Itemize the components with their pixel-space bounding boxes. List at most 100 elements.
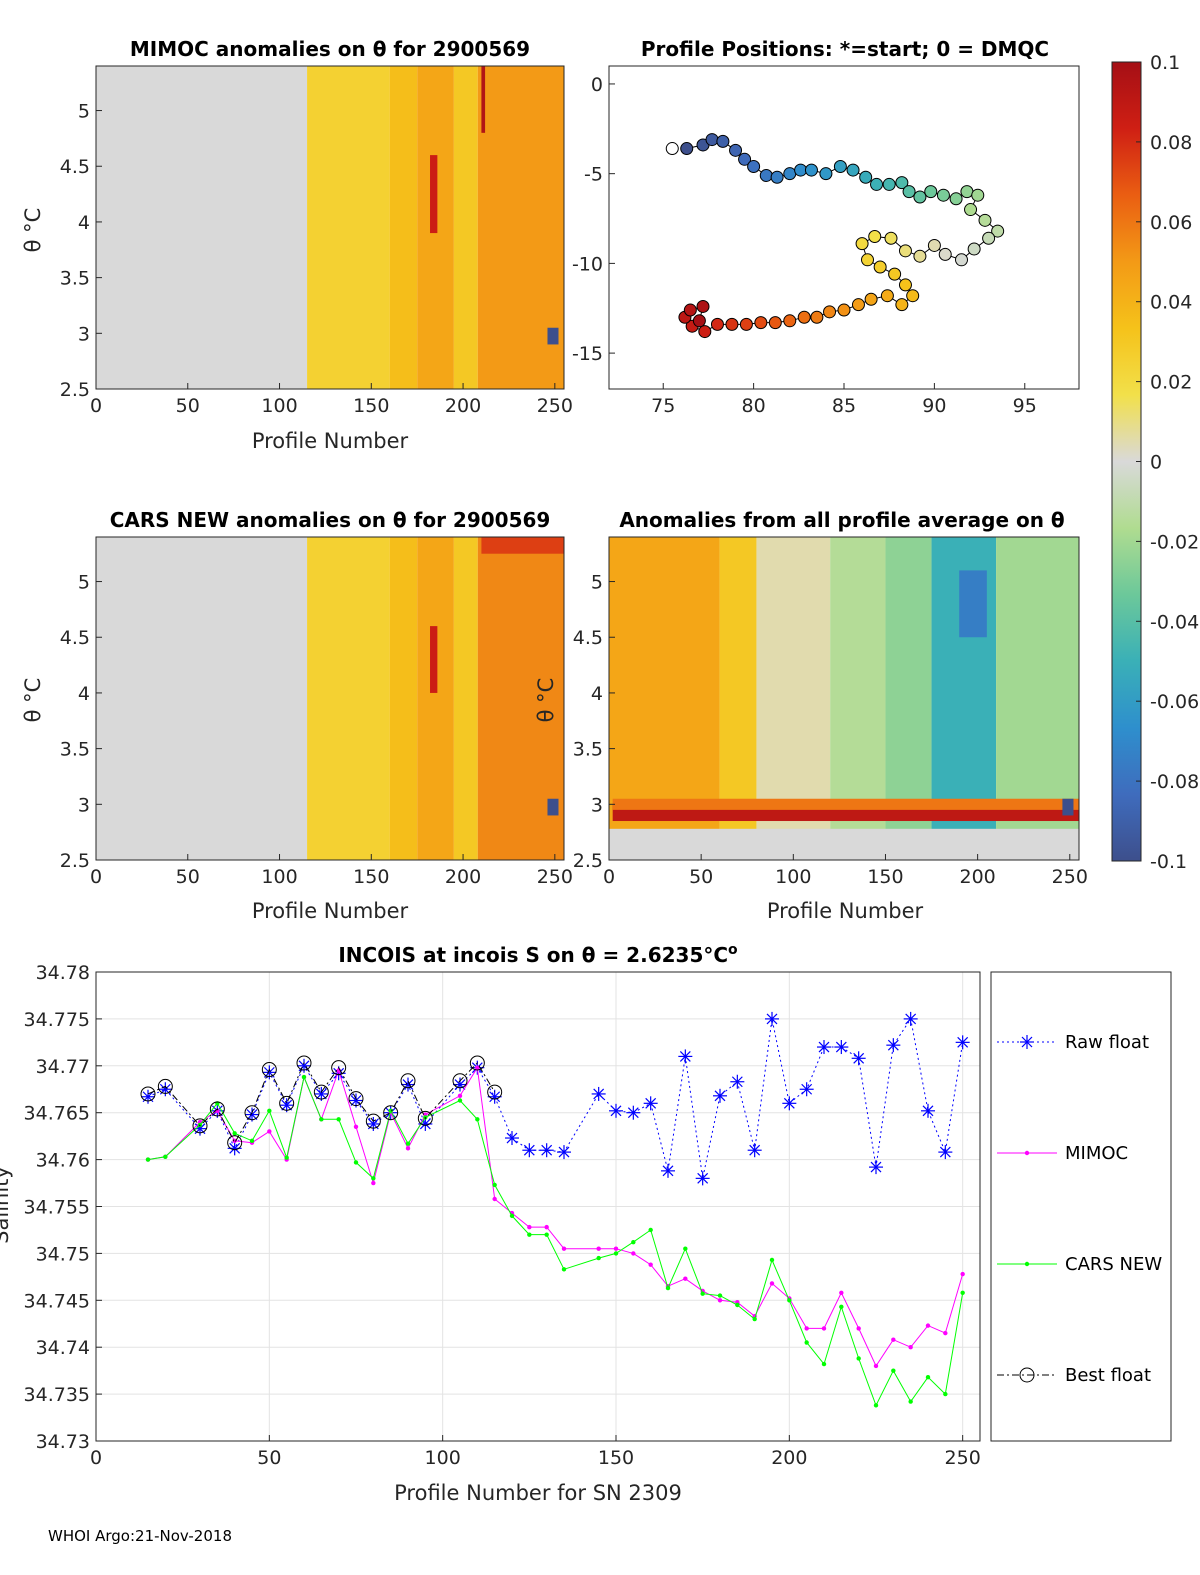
x-tick-label: 95 bbox=[1013, 395, 1037, 417]
heatmap-column bbox=[307, 537, 390, 860]
star-marker bbox=[1020, 1035, 1034, 1049]
dot-marker bbox=[769, 1257, 775, 1263]
dot-marker bbox=[371, 1176, 376, 1181]
y-tick-label: 34.735 bbox=[24, 1384, 90, 1406]
profile-position-point bbox=[864, 292, 878, 306]
dot-marker bbox=[908, 1345, 913, 1350]
salinity-title-text: INCOIS at incois S on θ = 2.6235°C bbox=[338, 943, 728, 967]
star-marker bbox=[678, 1049, 693, 1064]
colorbar-tick-label: -0.1 bbox=[1150, 851, 1187, 873]
profile-position-point bbox=[851, 298, 865, 312]
dot-marker bbox=[544, 1224, 549, 1230]
y-tick-label: 5 bbox=[78, 101, 90, 123]
profile-position-point bbox=[898, 278, 912, 292]
profile-position-point bbox=[895, 176, 909, 190]
star-marker-stroke bbox=[731, 1076, 743, 1088]
colorbar-tick-label: 0.04 bbox=[1150, 292, 1192, 314]
x-tick-label: 50 bbox=[689, 866, 713, 888]
legend-label: CARS NEW bbox=[1065, 1254, 1162, 1275]
star-marker bbox=[626, 1105, 641, 1120]
star-marker-stroke bbox=[905, 1013, 917, 1025]
colorbar-tick-label: -0.04 bbox=[1150, 611, 1199, 633]
dot-marker bbox=[353, 1124, 359, 1129]
x-tick-label: 250 bbox=[537, 395, 573, 417]
profile-position-point bbox=[823, 305, 837, 319]
star-marker-stroke bbox=[887, 1039, 899, 1051]
y-tick-label: 4.5 bbox=[60, 627, 90, 649]
series-line bbox=[147, 1061, 496, 1144]
profile-position-point bbox=[982, 231, 996, 245]
dot-marker bbox=[717, 1293, 723, 1298]
profile-position-point bbox=[949, 192, 963, 206]
cars-ylabel: θ °C bbox=[21, 678, 45, 723]
dot-marker bbox=[873, 1403, 879, 1408]
circle-marker bbox=[279, 1095, 295, 1111]
dot-marker bbox=[249, 1138, 255, 1144]
all-profile-average-panel: Anomalies from all profile average on θ … bbox=[534, 508, 1088, 923]
colorbar-tick-label: -0.08 bbox=[1150, 771, 1199, 793]
dot-marker bbox=[839, 1304, 844, 1310]
dot-marker bbox=[492, 1182, 497, 1188]
dot-marker bbox=[163, 1154, 168, 1159]
x-tick-label: 100 bbox=[261, 395, 297, 417]
circle-marker bbox=[313, 1084, 329, 1100]
y-tick-label: 34.755 bbox=[24, 1197, 90, 1219]
profile-position-point bbox=[783, 167, 797, 181]
star-marker-stroke bbox=[541, 1144, 553, 1156]
circle-marker bbox=[400, 1073, 416, 1089]
star-marker bbox=[661, 1163, 675, 1178]
x-tick-label: 100 bbox=[775, 866, 811, 888]
star-marker bbox=[834, 1040, 849, 1055]
start-marker bbox=[665, 142, 679, 156]
circle-marker bbox=[261, 1062, 277, 1078]
star-marker-stroke bbox=[801, 1083, 813, 1095]
allavg-xlabel: Profile Number bbox=[767, 899, 924, 923]
dot-marker bbox=[631, 1251, 636, 1256]
profile-position-point bbox=[819, 167, 833, 181]
profile-position-point bbox=[692, 314, 706, 328]
dot-marker bbox=[769, 1281, 775, 1286]
allavg-plot-area: 0 50 100 150 200 250 2.5 3 3.5 4 4.5 5 bbox=[573, 536, 1088, 888]
dot-marker bbox=[267, 1129, 272, 1134]
star-marker-stroke bbox=[523, 1144, 535, 1156]
star-marker-stroke bbox=[350, 1095, 362, 1106]
salinity-title: INCOIS at incois S on θ = 2.6235°Co bbox=[338, 942, 738, 967]
star-marker-stroke bbox=[818, 1041, 830, 1053]
star-marker-stroke bbox=[333, 1067, 345, 1079]
circle-marker bbox=[140, 1086, 156, 1102]
dot-marker bbox=[665, 1285, 671, 1291]
circle-marker bbox=[365, 1113, 381, 1129]
y-tick-label: 34.775 bbox=[24, 1009, 90, 1031]
heatmap-cell bbox=[481, 66, 486, 133]
y-tick-label: 2.5 bbox=[60, 850, 90, 872]
profile-position-point bbox=[804, 163, 818, 177]
star-marker bbox=[262, 1065, 277, 1080]
dot-marker bbox=[804, 1340, 809, 1345]
x-tick-label: 0 bbox=[90, 395, 102, 417]
profile-position-point bbox=[967, 242, 981, 256]
heatmap-cell bbox=[609, 828, 1079, 860]
axes-box bbox=[95, 65, 565, 390]
x-tick-label: 100 bbox=[261, 866, 297, 888]
star-marker-stroke bbox=[679, 1050, 691, 1062]
colorbar-tick-label: 0 bbox=[1150, 452, 1162, 474]
profile-position-point bbox=[739, 317, 753, 331]
star-marker-stroke bbox=[645, 1097, 657, 1109]
heatmap-cell bbox=[547, 327, 559, 345]
dot-marker bbox=[475, 1065, 480, 1070]
dot-marker bbox=[960, 1271, 965, 1277]
x-tick-label: 75 bbox=[651, 395, 675, 417]
colorbar-tick-label: 0.06 bbox=[1150, 212, 1192, 234]
profile-position-point bbox=[855, 237, 869, 251]
y-tick-label: 4.5 bbox=[573, 627, 603, 649]
dot-marker bbox=[561, 1246, 567, 1251]
x-tick-label: 0 bbox=[603, 866, 615, 888]
y-tick-label: 34.74 bbox=[36, 1337, 90, 1359]
y-tick-label: 34.765 bbox=[24, 1103, 90, 1125]
profile-position-point bbox=[680, 142, 694, 156]
dot-marker bbox=[197, 1122, 203, 1128]
circle-marker bbox=[452, 1073, 468, 1089]
dot-marker bbox=[527, 1232, 532, 1237]
footer-text: WHOI Argo:21-Nov-2018 bbox=[48, 1527, 232, 1545]
dot-marker bbox=[527, 1224, 532, 1230]
